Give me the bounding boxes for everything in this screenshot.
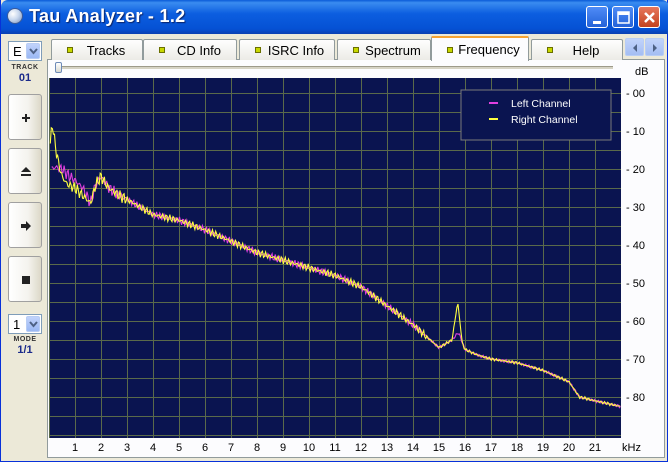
tab-scroll-right-button[interactable] xyxy=(645,38,664,56)
minimize-icon xyxy=(593,21,601,24)
x-tick-label: 2 xyxy=(98,442,104,454)
x-tick-label: 6 xyxy=(202,442,208,454)
tab-strip: Tracks CD Info ISRC Info Spectrum Freque… xyxy=(47,36,667,61)
x-tick-label: 1 xyxy=(72,442,78,454)
left-control-panel: E TRACK 01 1 MODE 1/1 xyxy=(5,38,45,458)
chart-legend: Left Channel Right Channel xyxy=(460,89,612,141)
x-tick-label: 10 xyxy=(303,442,315,454)
mode-value: 1/1 xyxy=(17,344,33,356)
minimize-button[interactable] xyxy=(586,6,608,28)
y-tick-label: - 20 xyxy=(626,164,645,176)
window-title: Tau Analyzer - 1.2 xyxy=(29,6,186,26)
tab-indicator-icon xyxy=(159,47,165,53)
stop-button[interactable] xyxy=(8,256,42,302)
y-tick-label: - 30 xyxy=(626,202,645,214)
tab-label: Frequency xyxy=(458,42,520,57)
series-line-right-channel xyxy=(49,126,621,407)
tab-indicator-icon xyxy=(353,47,359,53)
tab-indicator-icon xyxy=(547,47,553,53)
position-slider-track[interactable] xyxy=(57,66,613,69)
y-axis-unit: dB xyxy=(635,66,649,78)
x-tick-label: 7 xyxy=(228,442,234,454)
x-tick-label: 17 xyxy=(485,442,497,454)
x-tick-label: 21 xyxy=(589,442,601,454)
x-tick-label: 20 xyxy=(563,442,575,454)
close-button[interactable] xyxy=(638,6,660,28)
x-tick-label: 15 xyxy=(433,442,445,454)
x-tick-label: 19 xyxy=(537,442,549,454)
chevron-down-icon[interactable] xyxy=(26,43,40,59)
y-tick-label: - 70 xyxy=(626,354,645,366)
x-tick-label: 3 xyxy=(124,442,130,454)
tab-label: Tracks xyxy=(86,43,126,58)
tab-isrc-info[interactable]: ISRC Info xyxy=(239,39,335,60)
app-icon[interactable] xyxy=(7,8,23,24)
y-tick-label: - 80 xyxy=(626,392,645,404)
mode-select[interactable]: 1 xyxy=(8,314,42,334)
x-tick-label: 18 xyxy=(511,442,523,454)
x-tick-label: 4 xyxy=(150,442,156,454)
chevron-right-icon xyxy=(653,44,657,52)
stop-icon xyxy=(22,276,30,284)
plus-icon xyxy=(22,114,30,122)
x-tick-label: 14 xyxy=(407,442,419,454)
track-select[interactable]: E xyxy=(8,41,42,61)
x-tick-label: 11 xyxy=(329,442,340,454)
y-tick-label: - 40 xyxy=(626,240,645,252)
chevron-down-icon[interactable] xyxy=(26,316,40,332)
maximize-button[interactable] xyxy=(612,6,634,28)
x-tick-label: 5 xyxy=(176,442,182,454)
eject-button[interactable] xyxy=(8,148,42,194)
y-tick-label: - 60 xyxy=(626,316,645,328)
tab-spectrum[interactable]: Spectrum xyxy=(337,39,431,60)
position-slider-thumb[interactable] xyxy=(55,62,62,73)
legend-entry: Right Channel xyxy=(511,114,578,126)
tab-label: Help xyxy=(572,43,600,58)
track-select-value: E xyxy=(13,44,22,59)
legend-box xyxy=(460,89,612,141)
tab-help[interactable]: Help xyxy=(531,39,623,60)
close-icon xyxy=(644,12,655,23)
legend-entry: Left Channel xyxy=(511,98,571,110)
tab-scroll-arrows xyxy=(625,38,665,56)
tab-indicator-icon xyxy=(67,47,73,53)
add-button[interactable] xyxy=(8,94,42,140)
eject-icon xyxy=(21,167,31,176)
maximize-icon xyxy=(617,11,630,24)
y-tick-label: - 10 xyxy=(626,126,645,138)
tab-label: Spectrum xyxy=(365,43,421,58)
y-tick-label: - 00 xyxy=(626,88,645,100)
mode-select-value: 1 xyxy=(13,317,21,332)
x-tick-label: 16 xyxy=(459,442,471,454)
tab-scroll-left-button[interactable] xyxy=(625,38,644,56)
tab-cd-info[interactable]: CD Info xyxy=(143,39,237,60)
chevron-left-icon xyxy=(633,44,637,52)
tab-tracks[interactable]: Tracks xyxy=(51,39,143,60)
y-tick-label: - 50 xyxy=(626,278,645,290)
tab-indicator-icon xyxy=(447,47,453,53)
tab-label: ISRC Info xyxy=(267,43,325,58)
right-arrow-icon xyxy=(21,221,31,231)
x-tick-label: 13 xyxy=(381,442,393,454)
x-tick-label: 8 xyxy=(254,442,260,454)
title-bar[interactable]: Tau Analyzer - 1.2 xyxy=(1,0,668,34)
next-button[interactable] xyxy=(8,202,42,248)
track-label: TRACK xyxy=(11,64,39,71)
tab-label: CD Info xyxy=(176,43,222,58)
x-tick-label: 12 xyxy=(355,442,367,454)
track-number: 01 xyxy=(18,72,32,84)
tab-frequency[interactable]: Frequency xyxy=(431,36,529,61)
mode-label: MODE xyxy=(13,336,37,343)
x-axis-label: kHz xyxy=(622,442,641,454)
x-tick-label: 9 xyxy=(280,442,286,454)
tab-indicator-icon xyxy=(255,47,261,53)
